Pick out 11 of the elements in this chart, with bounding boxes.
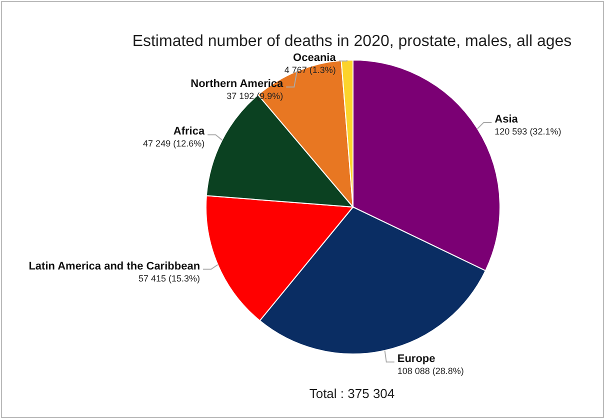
- data-label: 47 249 (12.6%): [143, 138, 205, 149]
- text: Total : 375 304: [309, 386, 395, 401]
- data-label: 108 088 (28.8%): [397, 366, 464, 376]
- slice-label: Latin America and the Caribbean: [28, 260, 200, 272]
- data-label: 120 593 (32.1%): [494, 126, 562, 136]
- slice-label: Oceania: [293, 52, 337, 64]
- slice-label: Asia: [494, 113, 519, 126]
- data-label: 57 415 (15.3%): [138, 273, 200, 284]
- slice-label: Europe: [397, 353, 436, 366]
- chart-title: Estimated number of deaths in 2020, prostate, males, all ages: [132, 33, 572, 50]
- slice-label: Africa: [173, 126, 206, 138]
